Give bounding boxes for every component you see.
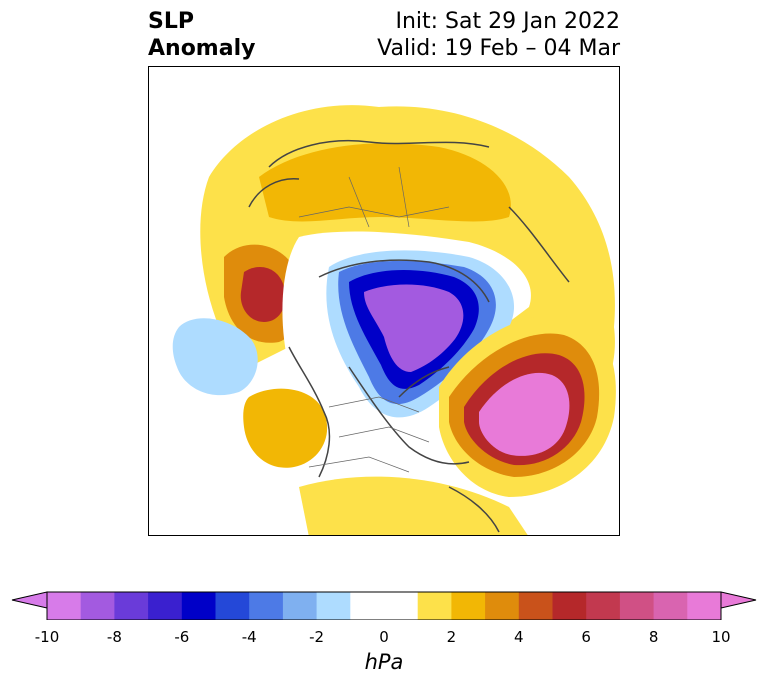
colorbar-segment [114,592,149,620]
colorbar-tick-label: 4 [514,628,524,646]
colorbar-tick-label: -8 [106,628,122,646]
colorbar-tick-label: 6 [581,628,591,646]
colorbar-segment [518,592,553,620]
colorbar [11,591,757,620]
positive-anomaly-pacific-south [243,388,328,468]
title-dates: Init: Sat 29 Jan 2022 Valid: 19 Feb – 04… [377,8,620,62]
colorbar-segment [316,592,351,620]
borders [298,166,450,473]
positive-anomaly-north-pacific-coast-core [240,267,286,322]
colorbar-segment [619,592,655,620]
colorbar-unit-label: hPa [364,650,404,674]
colorbar-segment [181,592,216,620]
title-variable: SLP Anomaly [148,8,255,62]
colorbar-segment [282,592,318,620]
colorbar-segment [586,592,621,620]
negative-anomaly-arctic-core [364,284,464,372]
colorbar-segments [47,592,722,620]
init-date: Init: Sat 29 Jan 2022 [395,9,620,34]
coastlines [248,139,570,533]
positive-anomaly-north-atlantic-core [479,372,570,456]
colorbar-segment [215,592,250,620]
colorbar-segment [451,592,486,620]
colorbar-tick-label: -2 [309,628,325,646]
colorbar-segment [148,592,183,620]
valid-date-range: Valid: 19 Feb – 04 Mar [377,36,620,61]
colorbar-segment [249,592,284,620]
anomaly-map-canvas [172,105,616,535]
colorbar-segment [552,592,587,620]
colorbar-segment [47,592,82,620]
negative-anomaly-central-pacific [172,318,258,396]
colorbar-segment [485,592,520,620]
colorbar-tick-label: 8 [648,628,659,646]
anomaly-map [148,66,620,536]
positive-anomaly-south-band [299,476,528,535]
colorbar-segment [653,592,688,620]
colorbar-tick-label: 0 [379,628,389,646]
title-variable-line1: SLP [148,9,194,34]
title-variable-line2: Anomaly [148,36,256,61]
colorbar-segment [417,592,452,620]
colorbar-segment [687,592,722,620]
colorbar-tick-label: -6 [174,628,190,646]
colorbar-outline [46,591,722,620]
colorbar-segment [80,592,115,620]
colorbar-tick-label: -10 [34,628,60,646]
colorbar-tick-label: 10 [711,628,731,646]
colorbar-tick-label: -4 [241,628,257,646]
positive-anomaly-eurasia-inner [259,143,511,222]
colorbar-extend-low-arrow [11,591,48,609]
colorbar-segment [350,592,419,620]
colorbar-extend-high-arrow [720,591,757,609]
colorbar-tick-label: 2 [446,628,457,646]
